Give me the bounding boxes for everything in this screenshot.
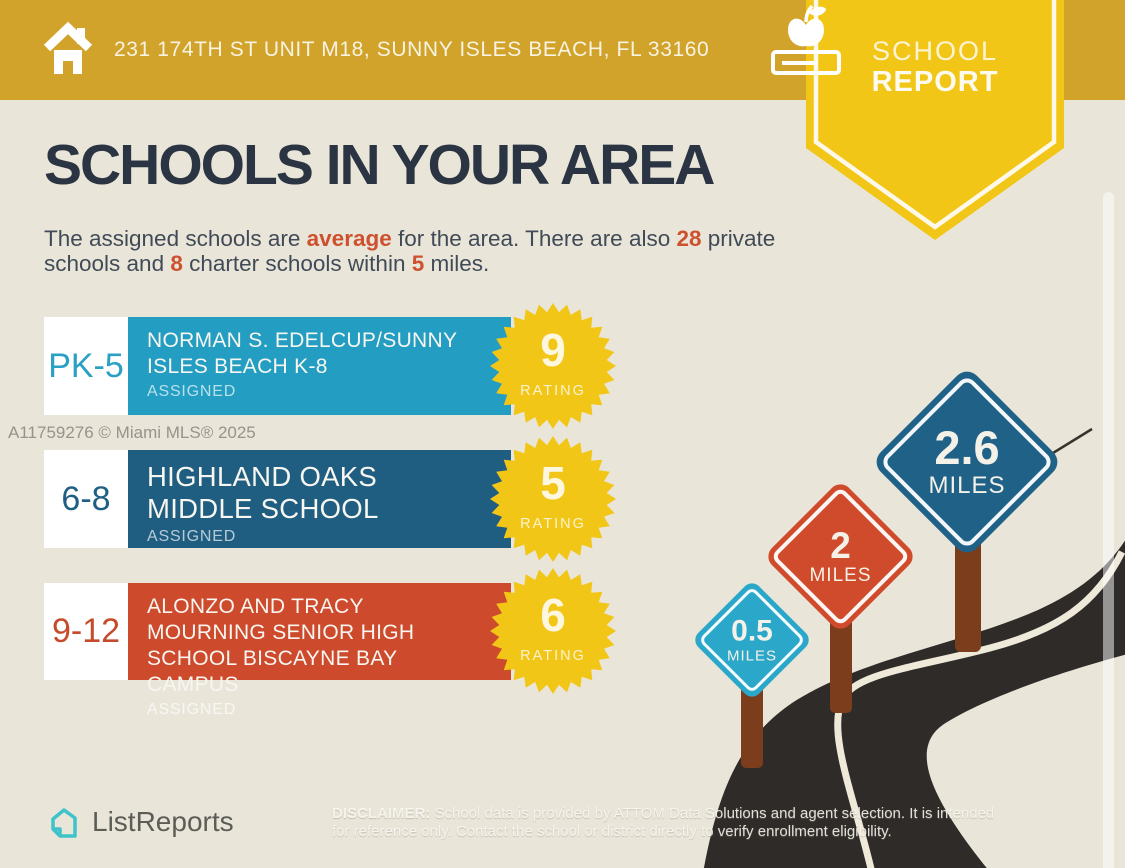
intro-part: The assigned schools are: [44, 225, 307, 251]
page-title: SCHOOLS IN YOUR AREA: [44, 133, 715, 197]
school-row-elementary: PK-5 NORMAN S. EDELCUP/SUNNY ISLES BEACH…: [44, 317, 644, 415]
distance-value: 2: [830, 524, 851, 566]
school-row-middle: 6-8 HIGHLAND OAKS MIDDLE SCHOOL ASSIGNED: [44, 450, 644, 548]
rating-badge: 5 RATING: [488, 434, 618, 564]
disclaimer: DISCLAIMER: School data is provided by A…: [332, 805, 1072, 840]
distance-sign-2: 2 MILES: [763, 479, 918, 634]
rating-badge: 6 RATING: [488, 566, 618, 696]
distance-unit: MILES: [809, 564, 872, 586]
home-icon: [43, 21, 93, 74]
listreports-logo-icon: [51, 808, 77, 838]
school-bar: NORMAN S. EDELCUP/SUNNY ISLES BEACH K-8 …: [128, 317, 511, 415]
road-edge-line: [834, 550, 1125, 868]
disclaimer-line: DISCLAIMER: School data is provided by A…: [332, 805, 1072, 823]
school-name-line: SCHOOL BISCAYNE BAY: [147, 647, 398, 670]
school-bar: ALONZO AND TRACY MOURNING SENIOR HIGH SC…: [128, 583, 511, 718]
rating-value: 6: [540, 589, 566, 641]
property-address: 231 174TH ST UNIT M18, SUNNY ISLES BEACH…: [114, 38, 710, 61]
badge-title-line2: REPORT: [871, 66, 999, 98]
school-bar: HIGHLAND OAKS MIDDLE SCHOOL ASSIGNED: [128, 450, 511, 548]
grade-range: 6-8: [44, 450, 128, 548]
school-name-line: MOURNING SENIOR HIGH: [147, 621, 415, 644]
starburst-shape: [490, 568, 616, 694]
intro-highlight-average: average: [306, 225, 392, 251]
rating-value: 9: [540, 324, 566, 376]
school-name-line: HIGHLAND OAKS: [147, 461, 378, 492]
school-name-line: ISLES BEACH K-8: [147, 355, 328, 378]
assigned-label: ASSIGNED: [147, 383, 237, 400]
pennant-shape: [806, 0, 1064, 240]
intro-part: private schools and: [44, 225, 776, 277]
apple-book-icon: [771, 4, 841, 75]
intro-highlight-miles: 5: [411, 251, 425, 276]
intro-highlight-private-count: 28: [676, 225, 702, 251]
distance-unit: MILES: [726, 647, 777, 665]
school-name-line: NORMAN S. EDELCUP/SUNNY: [147, 329, 458, 352]
school-row-high: 9-12 ALONZO AND TRACY MOURNING SENIOR HI…: [44, 583, 644, 718]
distance-sign-3: 2.6 MILES: [870, 365, 1064, 559]
school-name-line: MIDDLE SCHOOL: [147, 493, 379, 524]
badge-title-line1: SCHOOL: [871, 36, 999, 66]
horizon-line: [1052, 427, 1093, 455]
distance-unit: MILES: [928, 472, 1006, 499]
school-name-line: ALONZO AND TRACY: [147, 595, 364, 618]
intro-part: charter schools within: [182, 251, 412, 276]
grade-range: 9-12: [44, 583, 128, 680]
grade-range: PK-5: [44, 317, 128, 415]
brand-name: ListReports: [92, 806, 234, 837]
assigned-label: ASSIGNED: [147, 528, 237, 545]
road-surface: [703, 540, 1125, 868]
distance-value: 0.5: [731, 614, 773, 648]
starburst-shape: [490, 303, 616, 429]
mls-watermark: A11759276 © Miami MLS® 2025: [8, 423, 256, 442]
disclaimer-text: School data is provided by ATTOM Data So…: [430, 805, 995, 822]
rating-label: RATING: [520, 383, 586, 399]
disclaimer-line: for reference only. Contact the school o…: [332, 822, 892, 840]
rating-badge: 9 RATING: [488, 301, 618, 431]
assigned-label: ASSIGNED: [147, 701, 237, 718]
scrollbar-thumb[interactable]: [1103, 192, 1114, 868]
rating-label: RATING: [520, 516, 586, 532]
distance-value: 2.6: [934, 421, 1000, 474]
rating-label: RATING: [520, 648, 586, 664]
school-report-badge: SCHOOL REPORT: [771, 0, 1064, 240]
intro-part: miles.: [424, 251, 490, 276]
disclaimer-label: DISCLAIMER:: [332, 805, 431, 822]
intro-part: for the area. There are also: [391, 225, 677, 251]
school-name-line: CAMPUS: [147, 673, 239, 696]
intro-text: The assigned schools are average for the…: [44, 226, 792, 277]
rating-value: 5: [540, 457, 566, 509]
distance-sign-1: 0.5 MILES: [691, 579, 813, 701]
intro-highlight-charter-count: 8: [170, 251, 183, 276]
starburst-shape: [490, 436, 616, 562]
